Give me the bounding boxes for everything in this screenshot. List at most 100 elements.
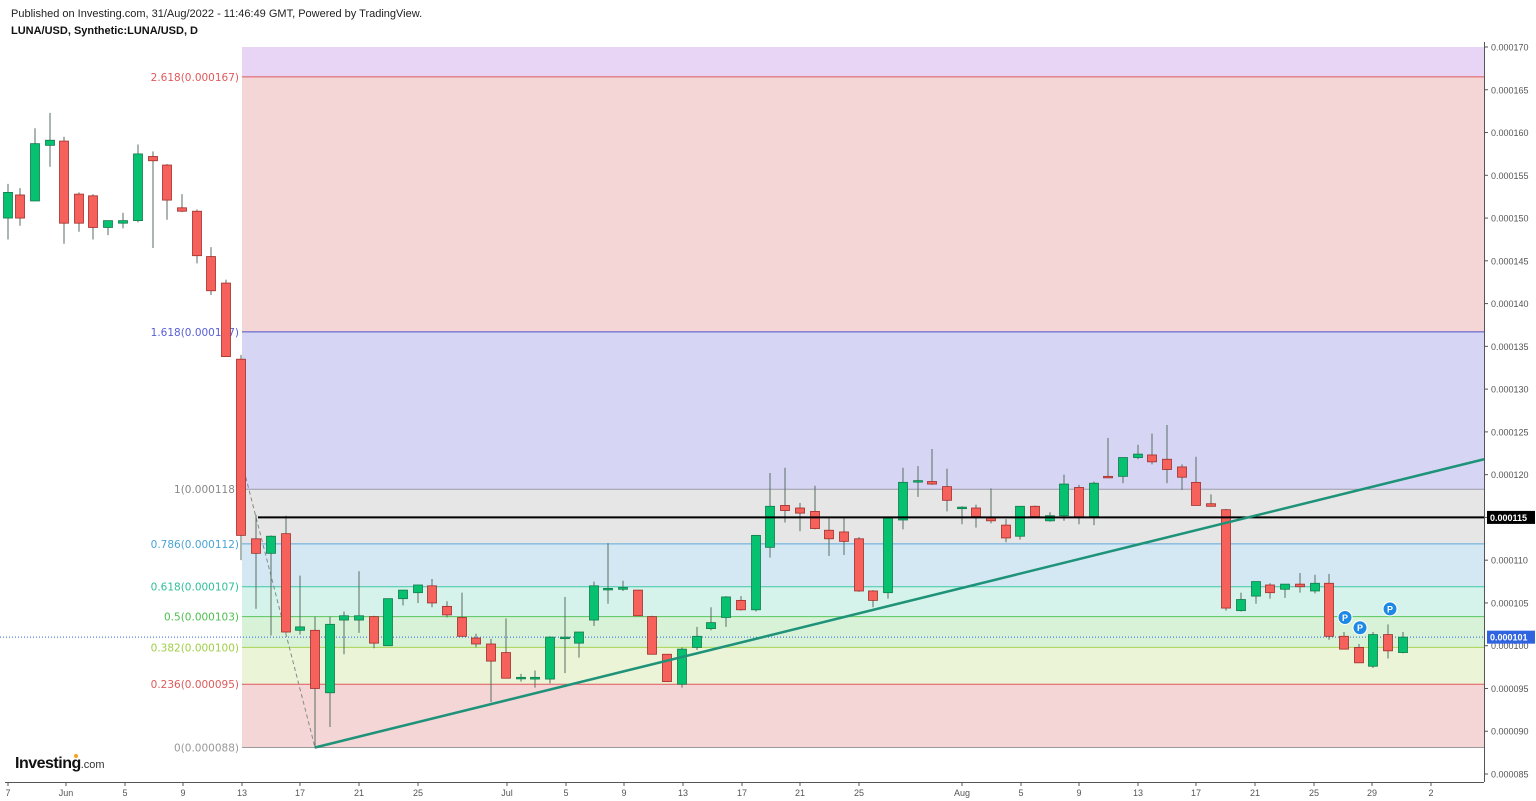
marker-circle [1382, 601, 1398, 617]
time-axis[interactable]: 7 Jun 5 9 13 17 21 25 Jul 5 9 13 17 21 25 Aug 5 9 13 17 21 25… [5, 782, 1484, 798]
candle-body [1280, 583, 1290, 590]
logo-text: Investing [15, 755, 81, 772]
candle-body [1251, 581, 1261, 597]
candle-body [30, 143, 40, 202]
candle-body [221, 282, 231, 358]
candle-body [45, 139, 55, 146]
published-caption: Published on Investing.com, 31/Aug/2022 … [11, 8, 423, 20]
p-marker-icon[interactable]: P [1337, 609, 1353, 625]
candle-body [1221, 509, 1231, 609]
time-tick-label: 25 [1309, 788, 1319, 798]
candle-body [1089, 482, 1099, 517]
candle [1383, 624, 1393, 659]
candle [633, 589, 643, 617]
candle-body [898, 481, 908, 521]
last-price-tag-bg [1487, 630, 1535, 644]
candle [192, 209, 202, 264]
candle [3, 183, 13, 240]
fib-anchor-line [243, 470, 316, 748]
candle [736, 596, 746, 611]
time-tick-label: 5 [1018, 788, 1023, 798]
marker-circle [1352, 620, 1368, 636]
candle [1339, 632, 1349, 650]
resistance-price-tag: 0.000115 [1490, 513, 1527, 523]
candle [339, 611, 349, 655]
candle-body [1177, 466, 1187, 478]
candle [236, 354, 246, 561]
time-tick-label: 13 [237, 788, 247, 798]
time-tick-label: 21 [795, 788, 805, 798]
candle [133, 144, 143, 223]
candle-body [383, 598, 393, 647]
trendline[interactable] [314, 458, 1485, 749]
candle [427, 578, 437, 608]
candle-body [1398, 636, 1408, 653]
candle [1191, 456, 1201, 506]
candle-body [103, 220, 113, 228]
candle [1368, 632, 1378, 668]
candle-body [589, 585, 599, 621]
candle [883, 517, 893, 599]
candle-body [295, 626, 305, 631]
candle [266, 535, 276, 636]
candle [854, 537, 864, 592]
candle-body [177, 207, 187, 212]
time-tick-label: Jun [59, 788, 74, 798]
resistance-price-tag-bg [1487, 510, 1535, 524]
candle [30, 128, 40, 202]
candle-body [1295, 583, 1305, 588]
candle [369, 615, 379, 649]
p-marker-icon[interactable]: P [1382, 601, 1398, 617]
candle-body [59, 140, 69, 224]
candle-body [133, 153, 143, 222]
time-tick-label: 2 [1428, 788, 1433, 798]
candle-body [765, 505, 775, 548]
candle [1015, 505, 1025, 540]
price-tick-label: 0.000165 [1491, 85, 1529, 95]
candle [501, 618, 511, 679]
candle [898, 467, 908, 530]
candle [310, 616, 320, 749]
candle-body [325, 623, 335, 694]
candle [780, 467, 790, 523]
candle-body [1310, 582, 1320, 592]
fib-level-label: 0.618(0.000107) [151, 582, 239, 594]
candle-body [251, 538, 261, 554]
candle-body [369, 616, 379, 644]
time-tick-label: 5 [563, 788, 568, 798]
candle-body [236, 358, 246, 536]
candle-body [192, 210, 202, 257]
candle [1133, 444, 1143, 460]
price-axis[interactable]: 0.000170 0.000165 0.000160 0.000155 0.000150… [1484, 42, 1535, 782]
candle [1206, 494, 1216, 507]
candle-body [1001, 524, 1011, 539]
fibonacci-labels: 2.618(0.000167) 1.618(0.000137) 1(0.000118… [151, 72, 239, 755]
candle [618, 580, 628, 591]
candle-body [457, 617, 467, 637]
candle [383, 598, 393, 647]
fib-band-0.382 [242, 647, 1484, 685]
candle-body [118, 220, 128, 224]
candle [15, 188, 25, 226]
candle-body [913, 480, 923, 483]
fib-level-label: 0.382(0.000100) [151, 642, 239, 654]
candle [1001, 519, 1011, 543]
candle-body [795, 507, 805, 514]
price-tick-label: 0.000170 [1491, 43, 1529, 53]
candle [927, 448, 937, 485]
candle [88, 194, 98, 240]
candle [516, 673, 526, 682]
candle [1280, 583, 1290, 598]
price-tick-label: 0.000120 [1491, 470, 1529, 480]
price-tick-label: 0.000150 [1491, 214, 1529, 224]
candle [1310, 574, 1320, 594]
p-marker-icon[interactable]: P [1352, 620, 1368, 636]
candle [103, 220, 113, 236]
candle [325, 616, 335, 727]
investing-logo: Investing.com [15, 754, 105, 773]
fib-band-top [242, 47, 1484, 77]
candle-body [1324, 582, 1334, 637]
candle [868, 590, 878, 608]
time-tick-label: 13 [678, 788, 688, 798]
